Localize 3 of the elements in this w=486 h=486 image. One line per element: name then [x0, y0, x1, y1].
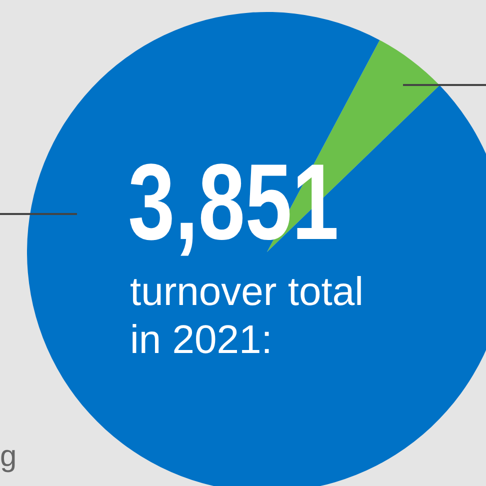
text: turnover total in 2021: [130, 269, 364, 364]
text: g [0, 440, 17, 474]
text: 3,851 [128, 141, 339, 262]
